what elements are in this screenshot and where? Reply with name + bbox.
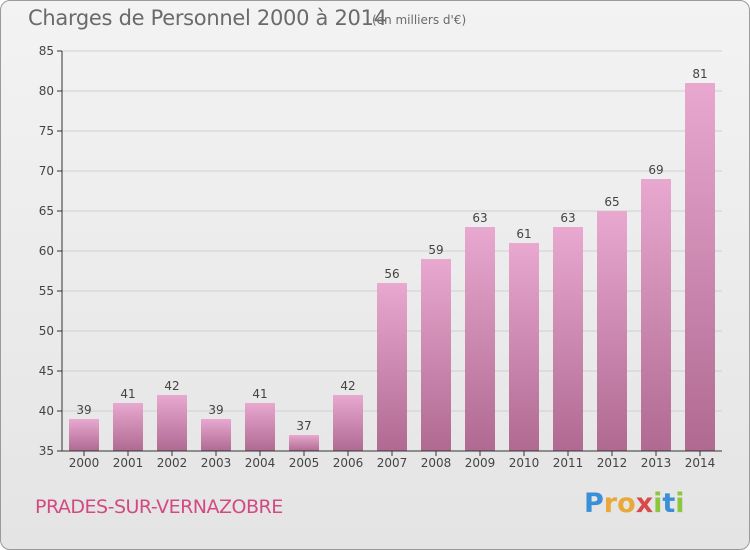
bar-2006	[333, 395, 363, 451]
y-tick-labels: 35 40 45 50 55 60 65 70 75 80 85	[39, 44, 54, 458]
x-tick-label: 2010	[509, 456, 540, 470]
y-tick-label: 85	[39, 44, 54, 58]
logo-letter: r	[603, 488, 618, 519]
data-label: 41	[120, 387, 135, 401]
data-label: 39	[76, 403, 91, 417]
x-tick-label: 2012	[597, 456, 628, 470]
data-label: 41	[252, 387, 267, 401]
x-tick-label: 2004	[245, 456, 276, 470]
data-label: 63	[560, 211, 575, 225]
x-tick-label: 2009	[465, 456, 496, 470]
x-tick-label: 2000	[69, 456, 100, 470]
logo-letter: P	[584, 488, 604, 519]
bar-2010	[509, 243, 539, 451]
x-tick-label: 2001	[113, 456, 144, 470]
bar-2002	[157, 395, 187, 451]
bar-2004	[245, 403, 275, 451]
proxiti-logo[interactable]: Proxiti	[584, 488, 685, 519]
bar-2013	[641, 179, 671, 451]
data-label: 39	[208, 403, 223, 417]
data-label: 42	[164, 379, 179, 393]
bars	[69, 83, 715, 451]
y-tick-label: 70	[39, 164, 54, 178]
x-tick-label: 2002	[157, 456, 188, 470]
data-label: 65	[604, 195, 619, 209]
y-tick-label: 55	[39, 284, 54, 298]
bar-2008	[421, 259, 451, 451]
y-tick-label: 75	[39, 124, 54, 138]
y-tick-label: 45	[39, 364, 54, 378]
x-tick-label: 2005	[289, 456, 320, 470]
y-tick-label: 80	[39, 84, 54, 98]
bar-2001	[113, 403, 143, 451]
y-tick-label: 50	[39, 324, 54, 338]
y-tick-label: 60	[39, 244, 54, 258]
commune-name: PRADES-SUR-VERNAZOBRE	[35, 496, 283, 518]
bar-2011	[553, 227, 583, 451]
data-label: 69	[648, 163, 663, 177]
x-tick-labels: 2000 2001 2002 2003 2004 2005 2006 2007 2008 2009…	[69, 456, 716, 470]
data-label: 59	[428, 243, 443, 257]
chart-subtitle: (en milliers d'€)	[372, 13, 467, 27]
data-label: 56	[384, 267, 399, 281]
logo-letter: i	[653, 488, 663, 519]
logo-letter: x	[635, 488, 654, 519]
bar-2003	[201, 419, 231, 451]
y-tick-label: 65	[39, 204, 54, 218]
x-tick-label: 2011	[553, 456, 584, 470]
data-label: 81	[692, 67, 707, 81]
logo-letter: t	[662, 488, 676, 519]
x-tick-label: 2006	[333, 456, 364, 470]
data-label: 63	[472, 211, 487, 225]
x-tick-label: 2008	[421, 456, 452, 470]
data-label: 37	[296, 419, 311, 433]
x-tick-label: 2013	[641, 456, 672, 470]
x-tick-label: 2003	[201, 456, 232, 470]
logo-letter: o	[617, 488, 636, 519]
y-tick-label: 35	[39, 444, 54, 458]
bar-2009	[465, 227, 495, 451]
data-labels: 39 41 42 39 41 37 42 56 59 63 61 63 65 69 81	[76, 67, 707, 433]
logo-letter: i	[675, 488, 685, 519]
y-tick-label: 40	[39, 404, 54, 418]
bar-2000	[69, 419, 99, 451]
axes	[57, 50, 722, 456]
data-label: 61	[516, 227, 531, 241]
bar-2007	[377, 283, 407, 451]
x-tick-label: 2007	[377, 456, 408, 470]
bar-2014	[685, 83, 715, 451]
chart-title: Charges de Personnel 2000 à 2014	[28, 6, 387, 30]
data-label: 42	[340, 379, 355, 393]
bar-2012	[597, 211, 627, 451]
bar-2005	[289, 435, 319, 451]
x-tick-label: 2014	[685, 456, 716, 470]
